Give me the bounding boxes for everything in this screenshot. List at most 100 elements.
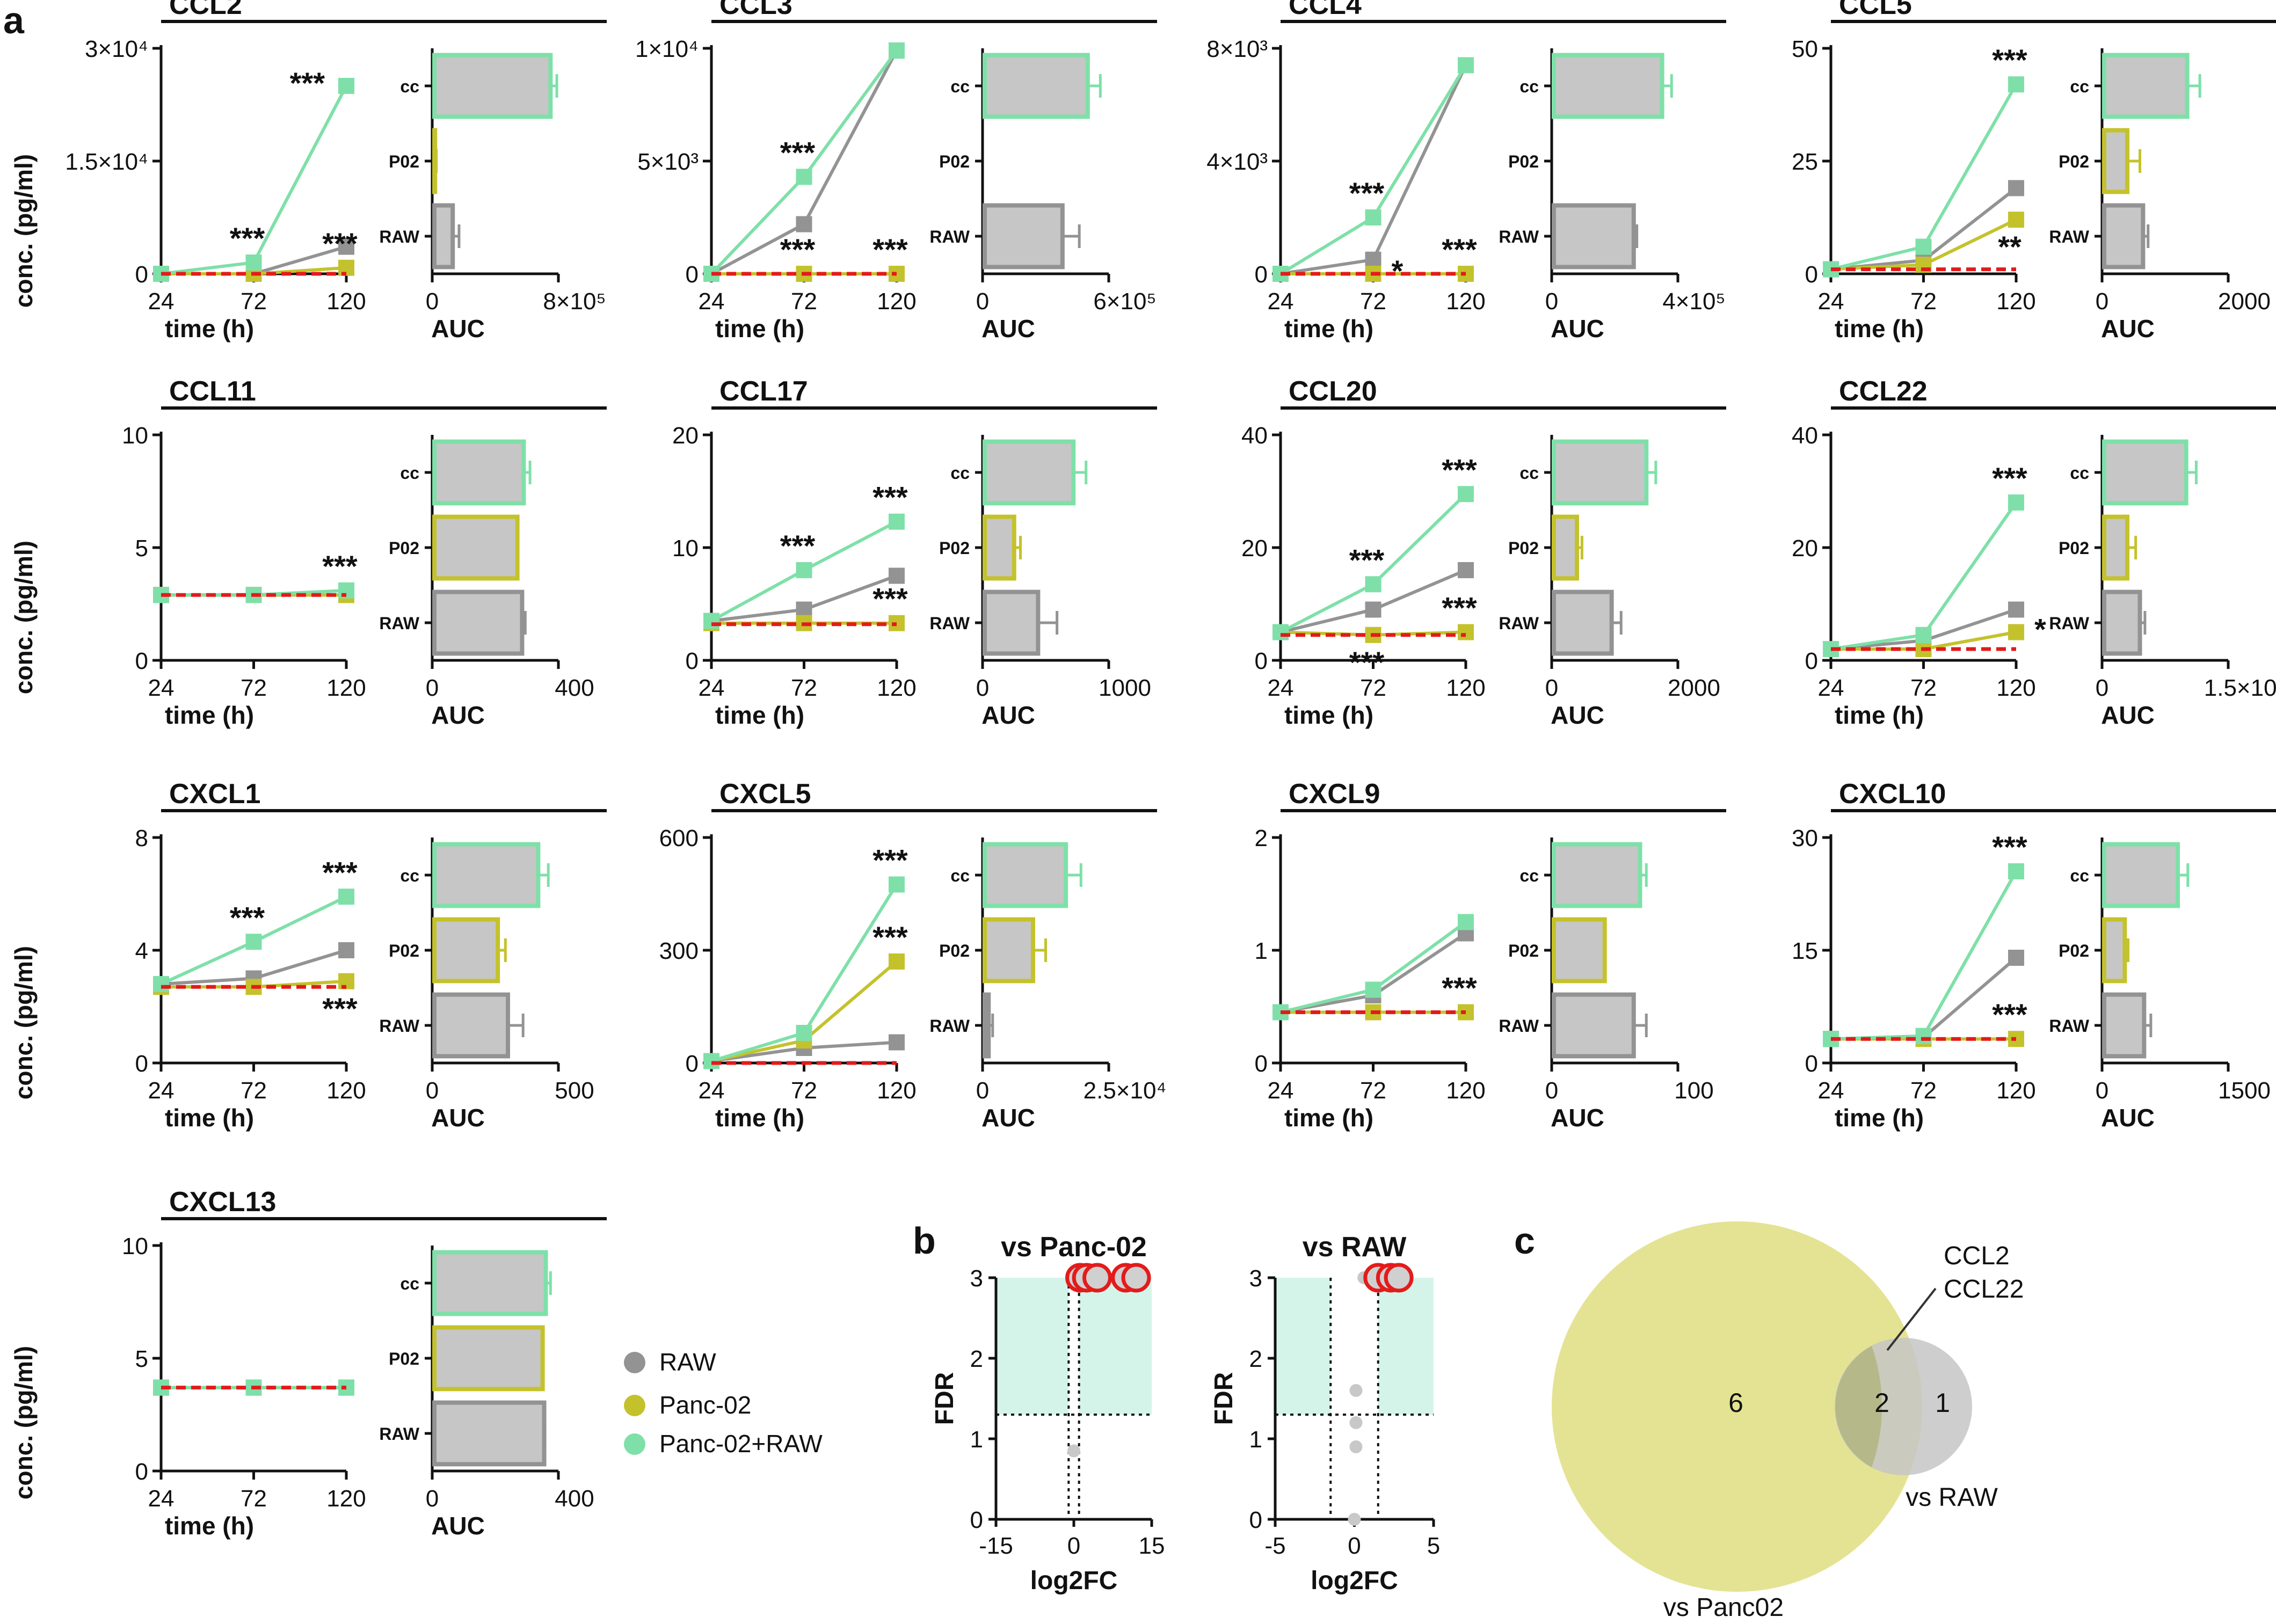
x-tick-label: 72 [1360, 288, 1386, 315]
y-tick-label: 2 [1255, 825, 1268, 851]
x-tick-label: 120 [1446, 1077, 1485, 1104]
y-tick-label: 3 [1249, 1265, 1262, 1292]
x-axis-label: time (h) [165, 701, 254, 729]
bar-cc [432, 439, 526, 506]
bar-cc [2102, 842, 2180, 908]
venn-count-vs-panc02: 6 [1728, 1388, 1743, 1418]
bar-x-axis-label: AUC [431, 315, 485, 343]
marker-raw [1365, 251, 1381, 268]
bar-label-raw: RAW [929, 1016, 970, 1036]
significance-panc: *** [872, 232, 908, 266]
x-tick-label: 72 [1360, 675, 1386, 701]
marker-cc [153, 976, 169, 992]
panel-ccl2: CCL2 0 1.5×10⁴ 3×10⁴ 24 72 120 time (h) *** *** **… [65, 0, 607, 343]
y-axis-label: FDR [930, 1372, 959, 1425]
significance-cc: *** [872, 843, 908, 877]
y-tick-label: 1 [970, 1426, 983, 1453]
chart-title: CCL11 [169, 376, 256, 407]
y-tick-label: 10 [122, 1233, 148, 1259]
marker-raw [889, 1034, 905, 1051]
bar-x-tick-label: 400 [555, 1485, 594, 1512]
panel-cxcl1: CXCL1 0 4 8 24 72 120 time (h) *** *** *** 0 500 AUC c… [135, 778, 607, 1132]
marker-cc [2008, 494, 2024, 511]
y-tick-label: 0 [135, 1051, 148, 1077]
legend-marker-raw [624, 1352, 645, 1373]
y-tick-label: 0 [1255, 261, 1268, 288]
significance-panc: *** [1442, 232, 1477, 266]
bar-x-axis-label: AUC [431, 701, 485, 729]
significant-point [1082, 1263, 1112, 1293]
venn-label-vs-raw: vs RAW [1906, 1483, 1998, 1512]
bar-label-cc: cc [400, 1274, 419, 1293]
significance-cc: *** [322, 549, 358, 583]
bar-label-panc: P02 [2059, 941, 2089, 960]
marker-panc [2008, 624, 2024, 640]
bar-label-cc: cc [1519, 77, 1539, 96]
bar-x-axis-label: AUC [1551, 1104, 1604, 1132]
bar-label-cc: cc [2070, 866, 2089, 885]
venn-count-vs-raw: 1 [1935, 1388, 1950, 1418]
bar-x-tick-label: 4×10⁵ [1662, 288, 1725, 315]
marker-raw [2008, 180, 2024, 196]
bar-x-tick-label: 500 [555, 1077, 594, 1104]
x-tick-label: 72 [241, 1485, 267, 1512]
data-point [1349, 1416, 1363, 1429]
series-line-cc [1830, 870, 2018, 1041]
y-tick-label: 2 [1249, 1346, 1262, 1372]
x-axis-label: time (h) [1284, 1104, 1373, 1132]
chart-title: CXCL5 [719, 778, 811, 810]
bar-raw [2102, 203, 2146, 270]
significance-panc: *** [322, 227, 358, 260]
series-line-raw [1830, 956, 2017, 1041]
ylabel-row-2: conc. (pg/ml) [10, 541, 38, 694]
significance-panc: *** [322, 992, 358, 1025]
panel-label-b: b [913, 1220, 936, 1262]
x-tick-label: 24 [699, 288, 725, 315]
bar-label-cc: cc [2070, 463, 2089, 483]
y-tick-label: 600 [659, 825, 699, 851]
bar-label-panc: P02 [2059, 538, 2089, 558]
y-tick-label: 0 [1255, 648, 1268, 674]
x-tick-label: 72 [241, 1077, 267, 1104]
x-tick-label: 24 [148, 1485, 174, 1512]
bar-cc [1552, 439, 1649, 506]
x-tick-label: -5 [1264, 1533, 1285, 1559]
ylabel-row-3: conc. (pg/ml) [10, 946, 38, 1099]
y-tick-label: 40 [1241, 423, 1268, 449]
chart-title: CCL17 [719, 376, 808, 407]
venn-callout-line [1886, 1287, 1937, 1351]
bar-x-tick-label: 0 [1545, 288, 1558, 315]
x-tick-label: 72 [241, 675, 267, 701]
marker-raw [796, 216, 812, 232]
bar-label-panc: P02 [1508, 941, 1539, 960]
y-tick-label: 10 [672, 535, 699, 562]
significant-region-right [1079, 1278, 1152, 1415]
marker-cc [1458, 914, 1474, 930]
y-tick-label: 300 [659, 938, 699, 964]
y-tick-label: 0 [135, 648, 148, 674]
legend-label-panc: Panc-02 [659, 1391, 751, 1419]
bar-raw [1552, 992, 1636, 1059]
significance-panc: * [1392, 254, 1404, 288]
marker-cc [1365, 576, 1381, 593]
significance-panc: * [2034, 613, 2046, 646]
significance-cc: *** [1349, 543, 1385, 577]
bar-cc [2102, 53, 2190, 119]
significance-panc: *** [1349, 645, 1385, 679]
x-tick-label: 24 [699, 675, 725, 701]
legend-marker-cc [624, 1433, 645, 1455]
panel-cxcl10: CXCL10 0 15 30 24 72 120 time (h) *** *** 0 1500 AUC… [1792, 778, 2276, 1132]
series-line-raw [1280, 64, 1467, 275]
significance-panc: *** [872, 582, 908, 616]
marker-raw [338, 942, 354, 958]
x-tick-label: 24 [148, 288, 174, 315]
marker-cc [1915, 627, 1932, 643]
bar-label-panc: P02 [939, 538, 970, 558]
bar-label-raw: RAW [1499, 614, 1539, 633]
bar-label-cc: cc [400, 866, 419, 885]
bar-panc [1552, 514, 1579, 581]
y-tick-label: 0 [1249, 1507, 1262, 1533]
bar-x-tick-label: 0 [426, 1077, 439, 1104]
significance-cc: *** [230, 221, 265, 255]
